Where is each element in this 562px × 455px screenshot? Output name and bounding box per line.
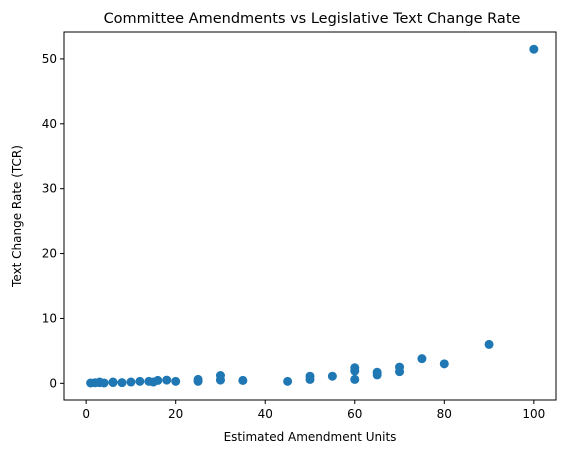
data-point-35 [529, 44, 539, 54]
data-point-34 [484, 339, 494, 349]
data-point-24 [327, 371, 337, 381]
data-point-29 [372, 367, 382, 377]
data-point-20 [238, 375, 248, 385]
x-tick-label: 60 [347, 407, 362, 421]
data-point-8 [117, 378, 127, 388]
x-tick-label: 0 [82, 407, 90, 421]
x-tick-label: 80 [437, 407, 452, 421]
data-point-9 [126, 377, 136, 387]
data-point-19 [215, 371, 225, 381]
data-point-10 [135, 376, 145, 386]
x-tick-label: 20 [168, 407, 183, 421]
data-point-7 [108, 377, 118, 387]
y-axis-ticks: 0 10 20 30 40 50 [42, 52, 64, 390]
plot-frame [63, 31, 557, 401]
data-point-13 [153, 375, 163, 385]
y-axis-label: Text Change Rate (TCR) [10, 145, 24, 288]
x-axis-ticks: 0 20 40 60 80 100 [82, 400, 545, 421]
data-point-21 [283, 376, 293, 386]
x-tick-label: 40 [258, 407, 273, 421]
y-tick-label: 0 [49, 376, 57, 390]
y-tick-label: 50 [42, 52, 57, 66]
data-point-5 [99, 378, 109, 388]
data-point-17 [193, 374, 203, 384]
data-point-15 [171, 376, 181, 386]
y-tick-label: 20 [42, 247, 57, 261]
data-point-14 [162, 375, 172, 385]
chart-title: Committee Amendments vs Legislative Text… [104, 11, 521, 27]
data-point-33 [439, 359, 449, 369]
data-point-23 [305, 371, 315, 381]
x-axis-label: Estimated Amendment Units [224, 430, 397, 444]
data-point-31 [395, 362, 405, 372]
y-tick-label: 30 [42, 182, 57, 196]
data-point-32 [417, 354, 427, 364]
data-point-27 [350, 363, 360, 373]
y-tick-label: 10 [42, 311, 57, 325]
x-tick-label: 100 [522, 407, 545, 421]
data-point-25 [350, 374, 360, 384]
points-layer [86, 44, 539, 388]
y-tick-label: 40 [42, 117, 57, 131]
